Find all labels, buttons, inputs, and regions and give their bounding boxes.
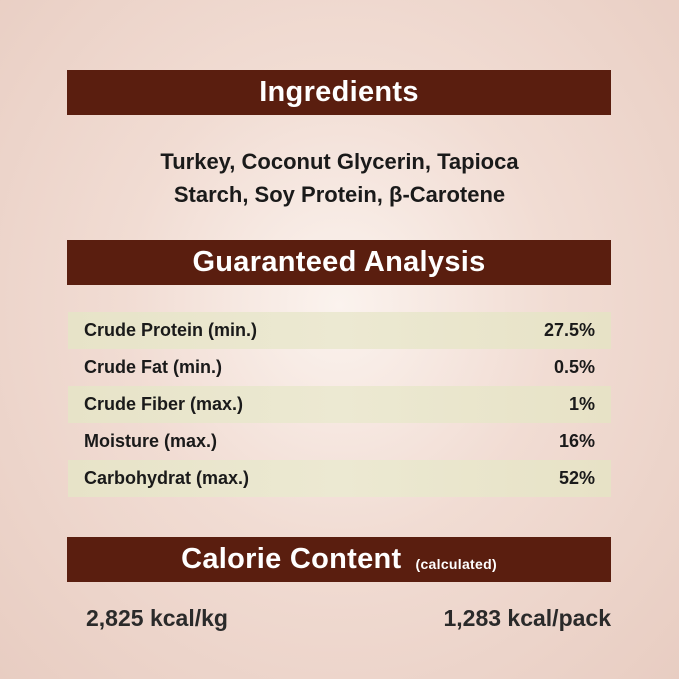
analysis-title: Guaranteed Analysis (192, 246, 486, 278)
row-value: 27.5% (543, 320, 595, 340)
calorie-header: Calorie Content (calculated) (67, 537, 611, 582)
calorie-per-pack: 1,283 kcal/pack (443, 605, 611, 631)
ingredients-line-1: Turkey, Coconut Glycerin, Tapioca (160, 149, 519, 174)
row-label: Crude Fiber (max.) (84, 394, 244, 414)
row-label: Crude Fat (min.) (84, 357, 222, 377)
ingredients-list: Turkey, Coconut Glycerin, Tapioca Starch… (0, 145, 679, 211)
calorie-note: (calculated) (415, 555, 497, 572)
row-value: 0.5% (553, 357, 595, 377)
table-row: Carbohydrat (max.) 52% (68, 460, 611, 497)
table-row: Crude Fat (min.) 0.5% (68, 349, 611, 386)
row-label: Carbohydrat (max.) (84, 468, 250, 488)
ingredients-title: Ingredients (259, 76, 419, 108)
ingredients-line-2: Starch, Soy Protein, β-Carotene (173, 182, 506, 207)
calorie-title: Calorie Content (181, 543, 402, 575)
analysis-header: Guaranteed Analysis (67, 240, 611, 285)
analysis-table: Crude Protein (min.) 27.5% Crude Fat (min… (68, 312, 611, 497)
row-label: Moisture (max.) (84, 431, 218, 451)
ingredients-header: Ingredients (67, 70, 611, 115)
row-value: 1% (568, 394, 595, 414)
table-row: Crude Fiber (max.) 1% (68, 386, 611, 423)
row-label: Crude Protein (min.) (84, 320, 258, 340)
table-row: Moisture (max.) 16% (68, 423, 611, 460)
table-row: Crude Protein (min.) 27.5% (68, 312, 611, 349)
calorie-per-kg: 2,825 kcal/kg (86, 605, 228, 631)
row-value: 16% (558, 431, 595, 451)
row-value: 52% (558, 468, 595, 488)
